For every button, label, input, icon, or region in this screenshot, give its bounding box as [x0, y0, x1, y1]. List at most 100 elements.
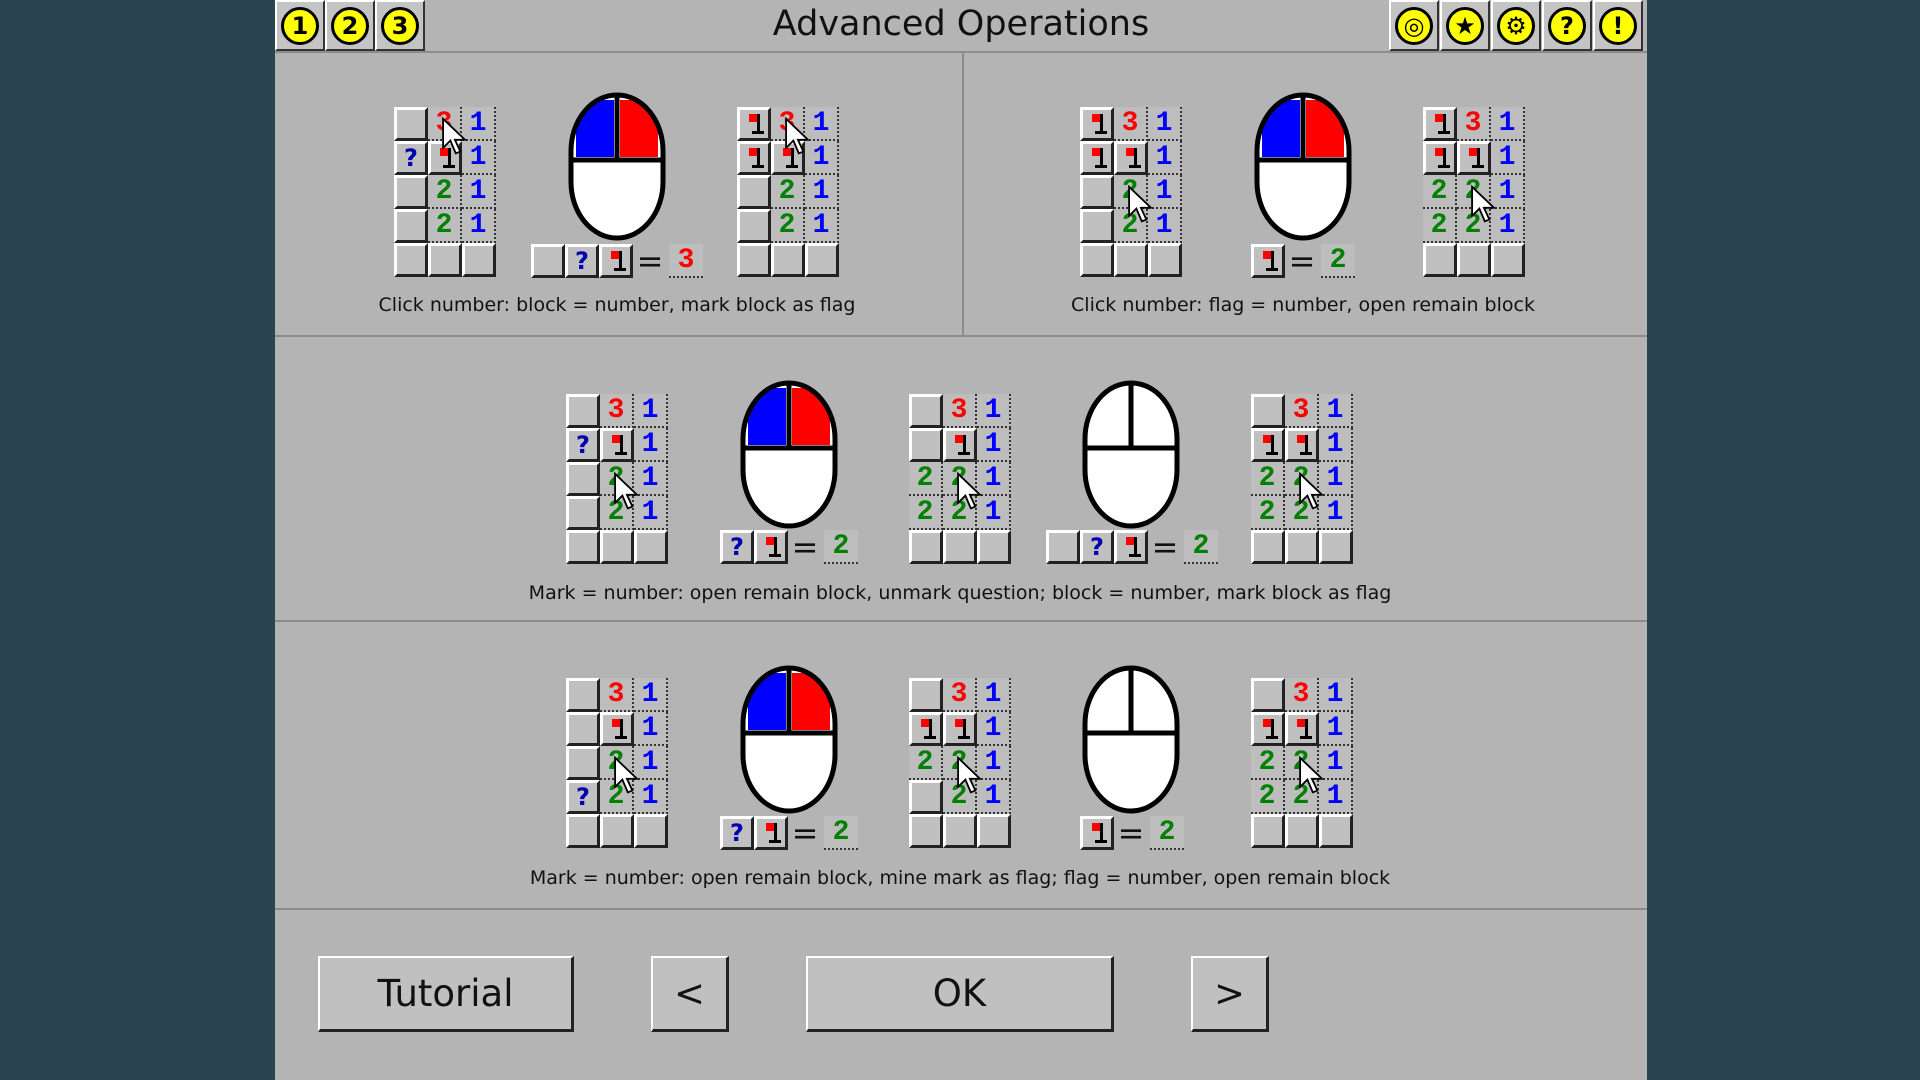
flag-pole	[1134, 148, 1137, 166]
number-cell: 1	[977, 428, 1011, 462]
help-button[interactable]: ?	[1542, 0, 1592, 51]
cell-number: 2	[1158, 816, 1176, 848]
flagged-cell	[737, 141, 771, 175]
flag-icon	[766, 537, 781, 559]
flag-pole	[791, 148, 794, 166]
question-mark-icon: ?	[730, 533, 744, 561]
level-3-button[interactable]: 3	[375, 0, 425, 51]
dialog-panel: 1 2 3 Advanced Operations ◎ ★ ⚙ ? ! 31?1…	[275, 0, 1647, 1080]
covered-cell	[909, 394, 943, 428]
flag-cloth	[612, 435, 621, 443]
cell-number: 1	[984, 462, 1002, 494]
number-cell: 1	[1319, 780, 1353, 814]
number-cell: 3	[943, 678, 977, 712]
flag-pole	[1443, 114, 1446, 132]
cell-number: 1	[984, 712, 1002, 744]
number-cell: 1	[634, 394, 668, 428]
cell-number: 2	[1464, 209, 1482, 241]
level-1-button[interactable]: 1	[275, 0, 325, 51]
number-cell: 3	[600, 394, 634, 428]
mouse-pointer-icon	[785, 117, 811, 155]
cell-number: 1	[1155, 175, 1173, 207]
flag-base	[786, 165, 798, 168]
cell-number: 2	[1258, 496, 1276, 528]
covered-cell	[1285, 530, 1319, 564]
cell-number: 1	[1326, 678, 1344, 710]
number-cell: 1	[1319, 394, 1353, 428]
cell-number: 2	[1258, 780, 1276, 812]
number-cell: 2	[1114, 175, 1154, 223]
caption: Mark = number: open remain block, unmark…	[528, 582, 1392, 604]
left-button	[1090, 388, 1128, 445]
next-button[interactable]: >	[1191, 956, 1269, 1032]
flag-base	[958, 452, 970, 455]
flag-base	[924, 736, 936, 739]
flag-icon	[440, 148, 455, 170]
number-cell: 1	[1491, 107, 1525, 141]
covered-cell	[428, 243, 462, 277]
number-cell: 2	[1423, 175, 1457, 209]
mouse-pointer-icon	[614, 756, 640, 794]
cell-number: 3	[950, 394, 968, 426]
cell-number: 1	[1326, 496, 1344, 528]
right-button	[1134, 388, 1172, 445]
cell-number: 2	[1258, 746, 1276, 778]
cell-number: 1	[1326, 462, 1344, 494]
number-cell: 2	[428, 209, 462, 243]
favorites-button[interactable]: ★	[1440, 0, 1490, 51]
cell-number: 3	[607, 678, 625, 710]
flag-cloth	[1092, 114, 1101, 122]
covered-cell	[1457, 243, 1491, 277]
right-button	[1134, 673, 1172, 730]
cell-number: 1	[641, 394, 659, 426]
number-cell: 1	[805, 141, 839, 175]
flag-pole	[620, 719, 623, 737]
number-cell: 2	[909, 462, 943, 496]
previous-button[interactable]: <	[651, 956, 729, 1032]
covered-cell	[909, 780, 943, 814]
tutorial-button[interactable]: Tutorial	[318, 956, 574, 1032]
flagged-cell	[1285, 712, 1319, 746]
screenshot-button[interactable]: ◎	[1389, 0, 1439, 51]
cell-number: 1	[641, 780, 659, 812]
left-button	[1090, 673, 1128, 730]
equals-sign: =	[1151, 528, 1179, 566]
number-cell: 1	[634, 712, 668, 746]
cell-number: 2	[950, 496, 968, 528]
flag-pole	[757, 148, 760, 166]
section-mark-flag	[275, 622, 1647, 910]
cell-number: 1	[984, 496, 1002, 528]
number-cell: 2	[1285, 462, 1325, 510]
flag-pole	[1100, 148, 1103, 166]
flag-icon	[1092, 823, 1107, 845]
covered-cell	[977, 530, 1011, 564]
cell-number: 3	[677, 244, 695, 276]
ok-button[interactable]: OK	[806, 956, 1114, 1032]
cell-number: 2	[916, 746, 934, 778]
flag-icon	[1435, 148, 1450, 170]
cell-number: 1	[1498, 209, 1516, 241]
flagged-cell	[1285, 428, 1319, 462]
number-cell: 2	[771, 175, 805, 209]
flagged-cell	[943, 428, 977, 462]
flag-icon	[1297, 719, 1312, 741]
flag-cloth	[1469, 148, 1478, 156]
number-2-icon: 2	[331, 6, 369, 45]
cell-number: 1	[1498, 107, 1516, 139]
number-cell: 1	[1491, 209, 1525, 243]
cell-number: 2	[1121, 209, 1139, 241]
covered-cell	[1080, 209, 1114, 243]
level-2-button[interactable]: 2	[325, 0, 375, 51]
result-number: 2	[1321, 244, 1355, 278]
flag-pole	[1134, 537, 1137, 555]
flag-base	[1266, 736, 1278, 739]
number-cell: 1	[1148, 107, 1182, 141]
cell-number: 2	[916, 462, 934, 494]
flag-pole	[1477, 148, 1480, 166]
info-button[interactable]: !	[1593, 0, 1643, 51]
cell-number: 2	[1430, 175, 1448, 207]
settings-button[interactable]: ⚙	[1491, 0, 1541, 51]
equals-sign: =	[636, 242, 664, 280]
mouse-pointer-icon	[1299, 756, 1325, 794]
cell-number: 1	[1326, 780, 1344, 812]
